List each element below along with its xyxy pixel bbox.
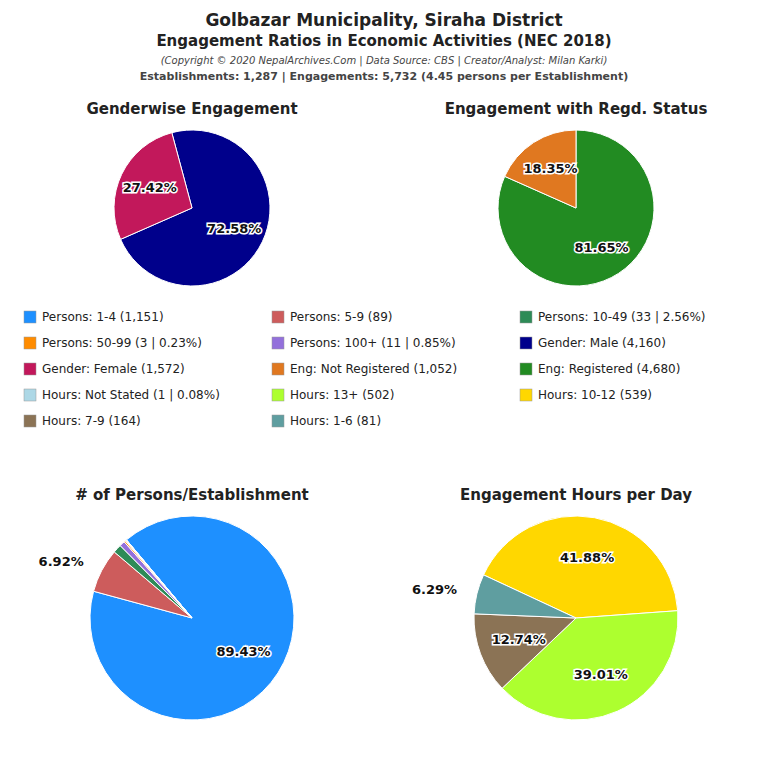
legend-label: Gender: Male (4,160) xyxy=(538,336,666,350)
legend-item: Persons: 50-99 (3 | 0.23%) xyxy=(24,336,202,350)
legend-swatch xyxy=(24,311,36,323)
legend-label: Hours: 1-6 (81) xyxy=(290,414,381,428)
legend-swatch xyxy=(272,337,284,349)
legend-swatch xyxy=(24,363,36,375)
pie-slice xyxy=(114,133,192,240)
slices xyxy=(474,516,678,720)
legend: Persons: 1-4 (1,151) Persons: 5-9 (89) Per… xyxy=(24,310,706,428)
legend-label: Eng: Registered (4,680) xyxy=(538,362,680,376)
pie-slice xyxy=(474,575,576,618)
pie-slice xyxy=(125,540,192,618)
pie-slice xyxy=(126,540,192,618)
legend-item: Gender: Female (1,572) xyxy=(24,362,185,376)
legend-swatch xyxy=(520,311,532,323)
data-label: 41.88% xyxy=(560,550,614,565)
legend-item: Gender: Male (4,160) xyxy=(520,336,666,350)
legend-item: Persons: 1-4 (1,151) xyxy=(24,310,164,324)
legend-item: Hours: 1-6 (81) xyxy=(272,414,381,428)
pie-slice xyxy=(90,516,294,720)
legend-swatch xyxy=(520,389,532,401)
legend-item: Eng: Not Registered (1,052) xyxy=(272,362,457,376)
data-label: 39.01% xyxy=(574,667,628,682)
data-label: 6.29% xyxy=(412,582,457,597)
pie-slice xyxy=(498,130,654,286)
pie-chart: Genderwise Engagement 72.58% 27.42% xyxy=(86,100,297,286)
legend-item: Hours: 10-12 (539) xyxy=(520,388,652,402)
chart-title: Engagement Hours per Day xyxy=(460,486,692,504)
data-labels: 41.88% 39.01% 12.74% 6.29% xyxy=(412,550,628,681)
legend-swatch xyxy=(520,363,532,375)
data-labels: 81.65% 18.35% xyxy=(523,161,628,254)
legend-label: Hours: Not Stated (1 | 0.08%) xyxy=(42,388,220,402)
legend-label: Persons: 50-99 (3 | 0.23%) xyxy=(42,336,202,350)
slices xyxy=(114,130,270,286)
legend-swatch xyxy=(272,311,284,323)
legend-swatch xyxy=(272,363,284,375)
legend-item: Persons: 10-49 (33 | 2.56%) xyxy=(520,310,706,324)
data-label: 72.58% xyxy=(207,221,261,236)
title: Golbazar Municipality, Siraha District xyxy=(205,10,562,30)
subtitle: Engagement Ratios in Economic Activities… xyxy=(156,32,611,50)
legend-label: Hours: 7-9 (164) xyxy=(42,414,141,428)
pie-slice xyxy=(114,546,192,618)
legend-swatch xyxy=(272,389,284,401)
slices xyxy=(498,130,654,286)
chart-title: Engagement with Regd. Status xyxy=(445,100,708,118)
legend-item: Persons: 100+ (11 | 0.85%) xyxy=(272,336,456,350)
legend-item: Hours: 7-9 (164) xyxy=(24,414,141,428)
chart-title: # of Persons/Establishment xyxy=(75,486,308,504)
legend-swatch xyxy=(24,415,36,427)
legend-swatch xyxy=(24,389,36,401)
data-label: 18.35% xyxy=(523,161,577,176)
legend-swatch xyxy=(520,337,532,349)
data-labels: 89.43% 6.92% xyxy=(39,553,271,658)
pie-slice xyxy=(474,614,576,688)
legend-item: Eng: Registered (4,680) xyxy=(520,362,680,376)
legend-swatch xyxy=(272,415,284,427)
data-label: 81.65% xyxy=(574,240,628,255)
legend-item: Hours: Not Stated (1 | 0.08%) xyxy=(24,388,220,402)
legend-label: Eng: Not Registered (1,052) xyxy=(290,362,457,376)
annotation: (Copyright © 2020 NepalArchives.Com | Da… xyxy=(161,55,608,67)
figure: Golbazar Municipality, Siraha District En… xyxy=(0,0,768,768)
data-labels: 72.58% 27.42% xyxy=(123,180,262,236)
legend-item: Persons: 5-9 (89) xyxy=(272,310,392,324)
pie-chart: Engagement Hours per Day 41.88% 39.01% 12.7… xyxy=(412,486,692,720)
legend-label: Hours: 10-12 (539) xyxy=(538,388,652,402)
chart-title: Genderwise Engagement xyxy=(86,100,297,118)
legend-label: Persons: 100+ (11 | 0.85%) xyxy=(290,336,456,350)
data-label: 27.42% xyxy=(123,180,177,195)
legend-label: Persons: 10-49 (33 | 2.56%) xyxy=(538,310,706,324)
annotation: Establishments: 1,287 | Engagements: 5,7… xyxy=(140,70,628,83)
legend-label: Persons: 1-4 (1,151) xyxy=(42,310,164,324)
data-label: 12.74% xyxy=(492,632,546,647)
header: Golbazar Municipality, Siraha District En… xyxy=(140,10,628,83)
pie-chart: # of Persons/Establishment 89.43% 6.92% xyxy=(39,486,309,720)
pie-slice xyxy=(120,542,192,618)
legend-label: Hours: 13+ (502) xyxy=(290,388,394,402)
legend-label: Persons: 5-9 (89) xyxy=(290,310,392,324)
slices xyxy=(90,516,294,720)
legend-item: Hours: 13+ (502) xyxy=(272,388,394,402)
data-label: 6.92% xyxy=(39,553,84,568)
legend-label: Gender: Female (1,572) xyxy=(42,362,185,376)
pie-slice xyxy=(126,540,192,618)
data-label: 89.43% xyxy=(216,644,270,659)
pie-chart: Engagement with Regd. Status 81.65% 18.35% xyxy=(445,100,708,286)
legend-swatch xyxy=(24,337,36,349)
pie-slice xyxy=(124,541,192,618)
